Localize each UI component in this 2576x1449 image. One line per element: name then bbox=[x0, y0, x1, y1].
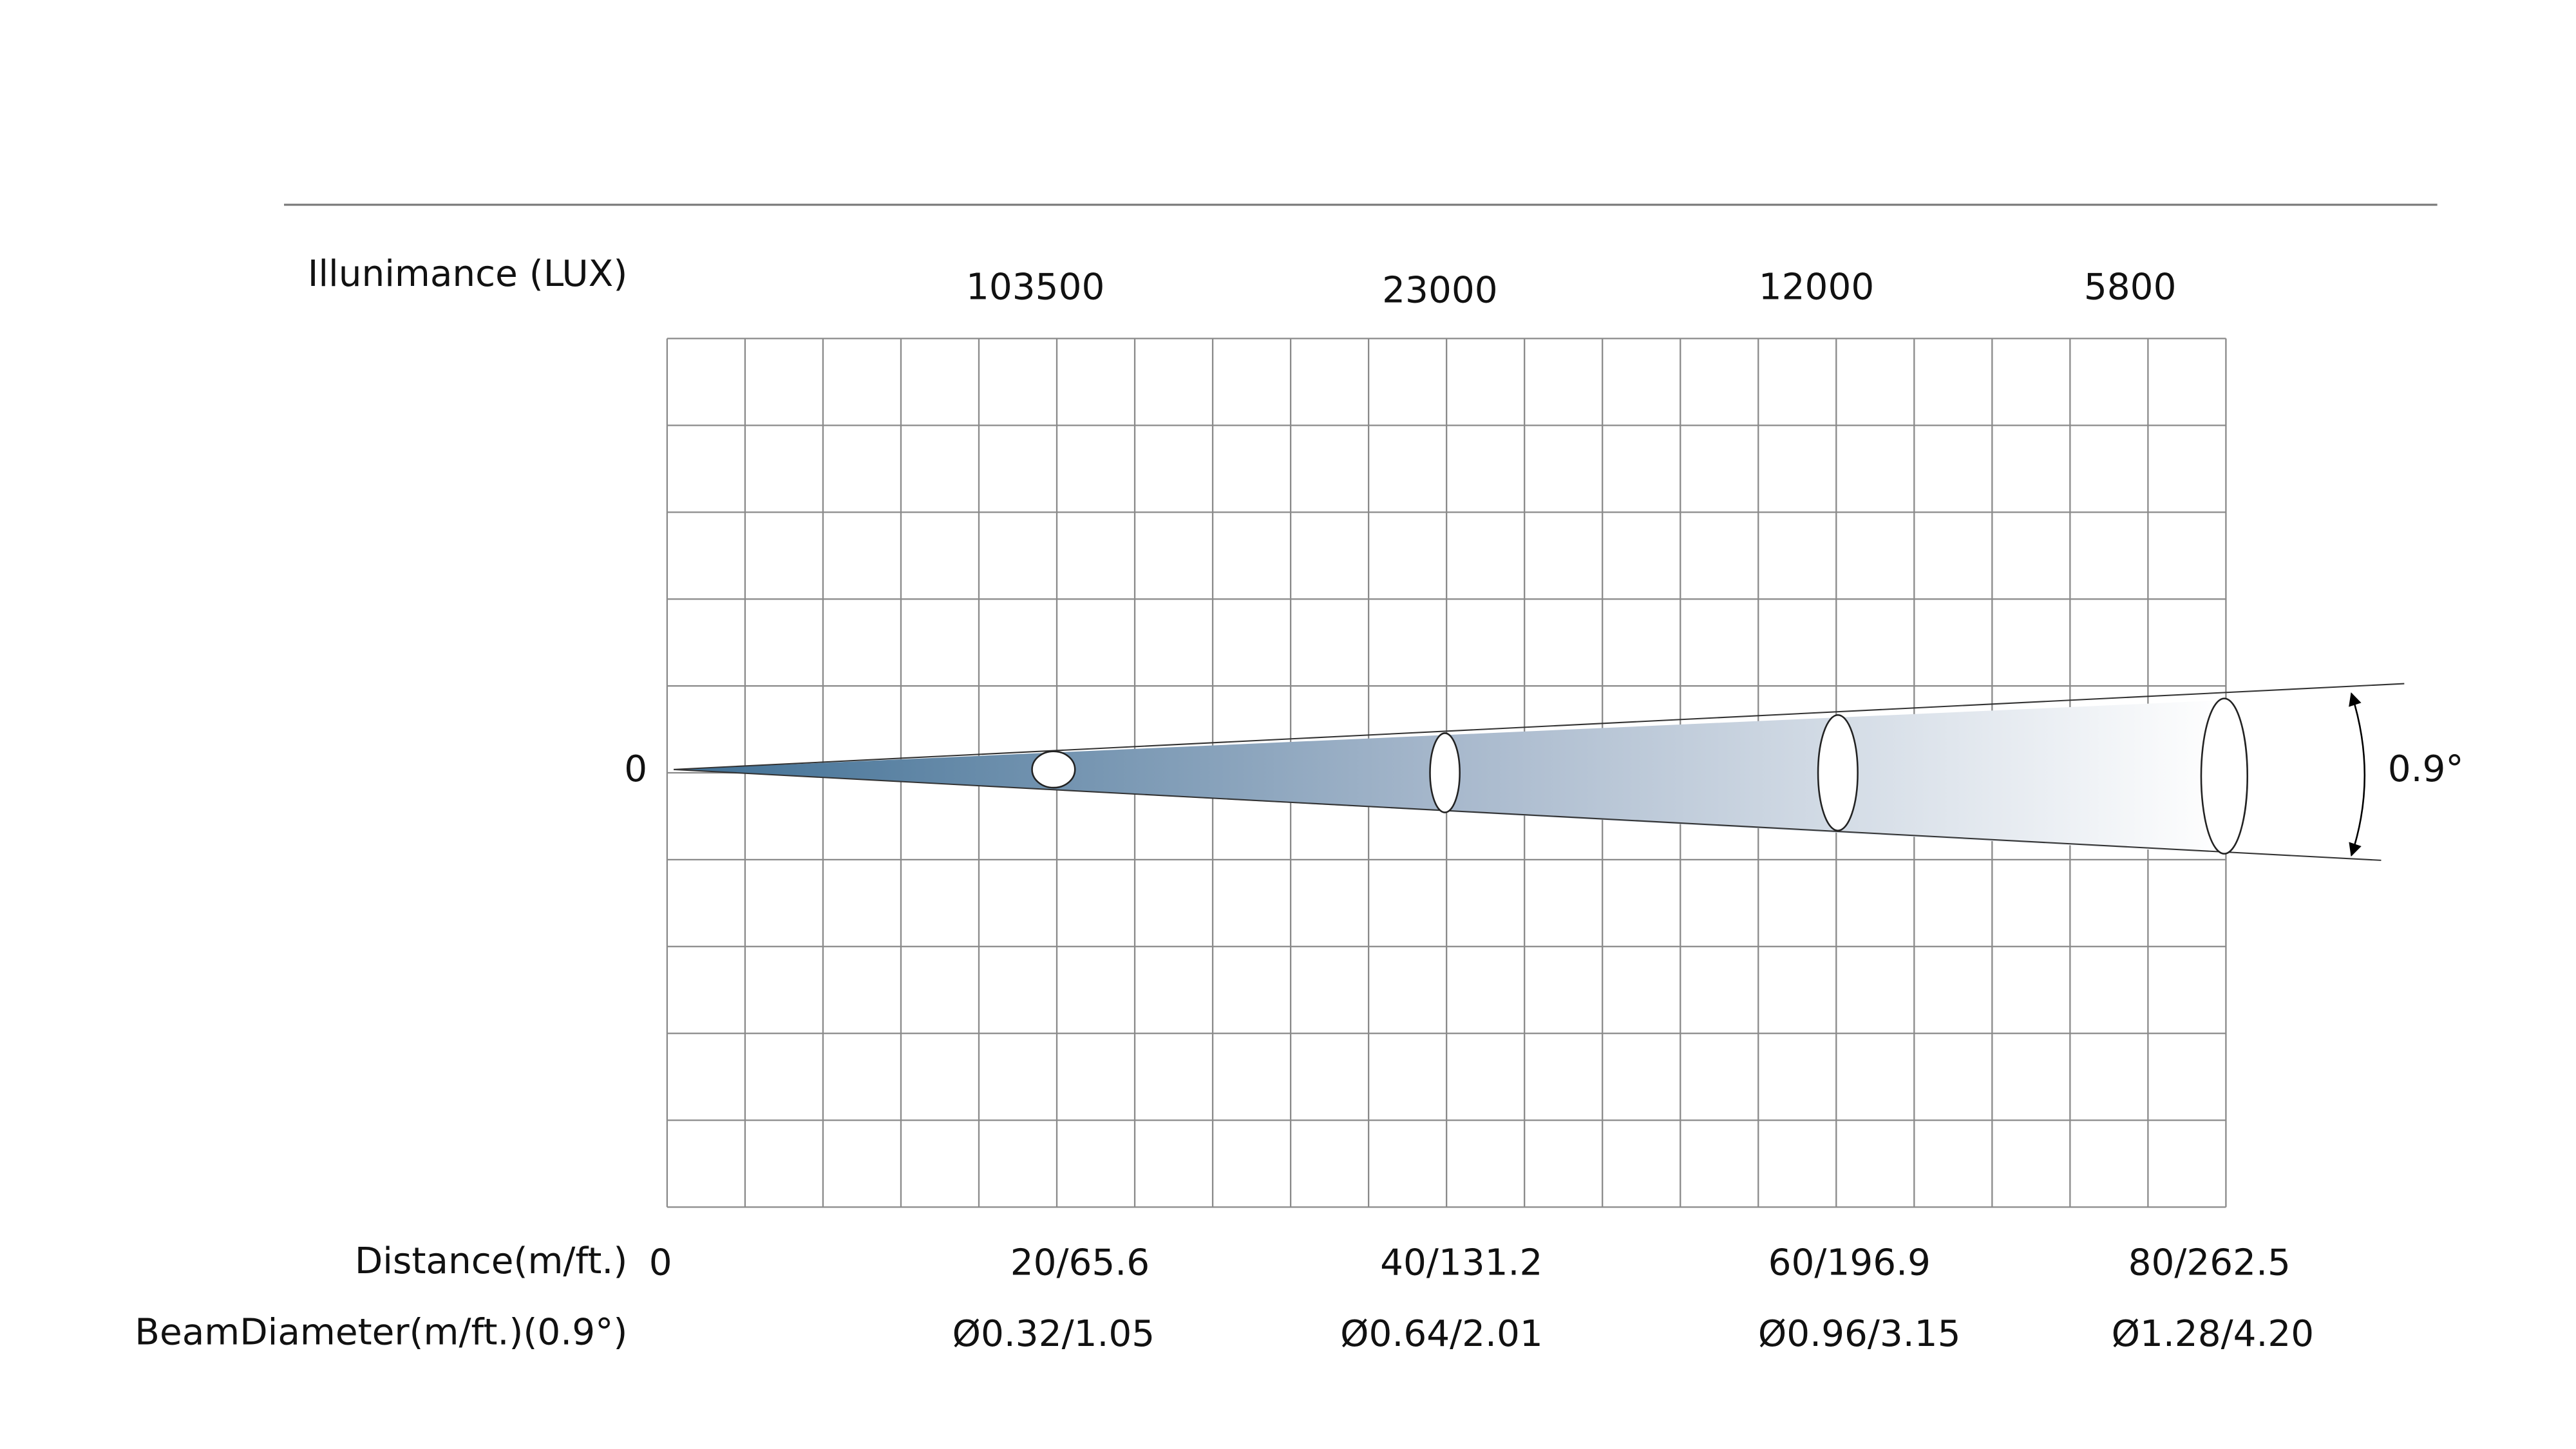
distance-value: 80/262.5 bbox=[2128, 1242, 2291, 1284]
beam-sections bbox=[1031, 697, 2249, 855]
beam-diameter-value: Ø0.64/2.01 bbox=[1340, 1313, 1543, 1355]
beam-diameter-value: Ø0.32/1.05 bbox=[952, 1313, 1155, 1355]
angle-arrow bbox=[2349, 692, 2366, 857]
beam-section bbox=[1429, 732, 1461, 813]
beam-section bbox=[1817, 714, 1859, 832]
distance-value: 20/65.6 bbox=[1010, 1242, 1150, 1284]
beam-section bbox=[1031, 750, 1076, 789]
distance-value: 40/131.2 bbox=[1380, 1242, 1542, 1284]
illuminance-label: Illunimance (LUX) bbox=[308, 253, 628, 295]
angle-label: 0.9° bbox=[2388, 748, 2464, 790]
lux-value: 12000 bbox=[1759, 266, 1874, 308]
distance-label: Distance(m/ft.) bbox=[355, 1240, 628, 1282]
lux-value: 23000 bbox=[1382, 269, 1497, 311]
lux-value: 103500 bbox=[966, 266, 1104, 308]
origin-label: 0 bbox=[624, 748, 647, 790]
beam-diameter-value: Ø0.96/3.15 bbox=[1758, 1313, 1961, 1355]
beam-diameter-value: Ø1.28/4.20 bbox=[2112, 1313, 2315, 1355]
distance-origin: 0 bbox=[649, 1242, 672, 1284]
lux-value: 5800 bbox=[2084, 266, 2177, 308]
beam-edge bbox=[674, 768, 2382, 861]
beam-section bbox=[2200, 697, 2249, 855]
beam-diameter-label: BeamDiameter(m/ft.)(0.9°) bbox=[135, 1311, 627, 1353]
beam-edge bbox=[674, 683, 2405, 770]
distance-value: 60/196.9 bbox=[1768, 1242, 1931, 1284]
